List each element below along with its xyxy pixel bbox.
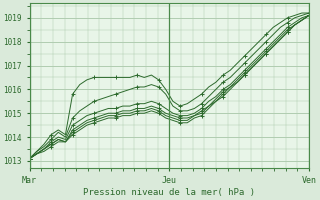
X-axis label: Pression niveau de la mer( hPa ): Pression niveau de la mer( hPa ) bbox=[83, 188, 255, 197]
